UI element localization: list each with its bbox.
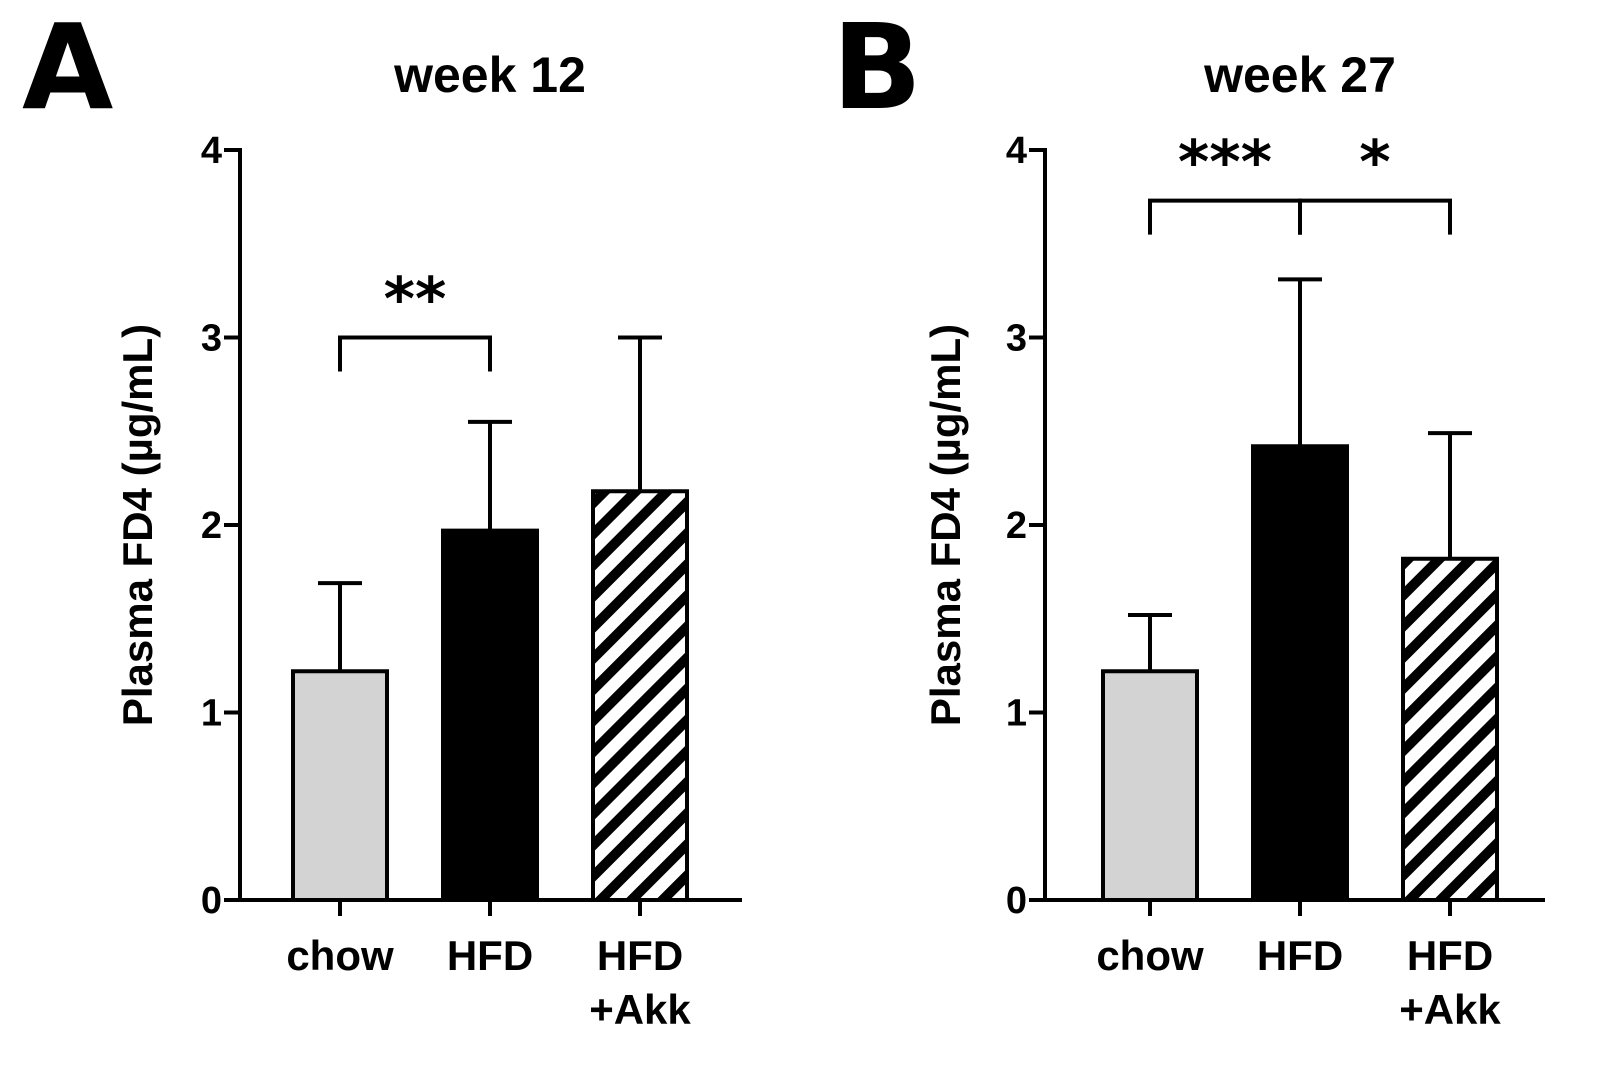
significance-bracket [1148, 198, 1302, 235]
y-tick-label: 1 [1006, 693, 1027, 735]
x-tick-label: HFD [447, 932, 533, 979]
significance-bracket [1298, 198, 1452, 235]
chart-title: week 27 [1203, 47, 1396, 103]
significance-label: *** [1178, 128, 1272, 198]
significance-bracket [338, 335, 492, 372]
x-tick-label: HFD [1257, 932, 1343, 979]
y-tick-label: 3 [201, 318, 222, 360]
bar [291, 669, 389, 902]
significance-label: * [1359, 128, 1390, 198]
panel-letter: B [832, 0, 922, 136]
x-tick-label: +Akk [1399, 986, 1501, 1033]
y-axis-label: Plasma FD4 (µg/mL) [114, 324, 161, 726]
y-tick-label: 4 [1006, 130, 1027, 172]
x-tick-label: chow [1096, 932, 1204, 979]
y-tick-label: 3 [1006, 318, 1027, 360]
x-tick-label: chow [286, 932, 394, 979]
bar [1401, 556, 1499, 902]
y-tick-label: 0 [201, 880, 222, 922]
x-tick-label: +Akk [589, 986, 691, 1033]
chart-title: week 12 [393, 47, 586, 103]
panel-letter: A [22, 0, 113, 136]
y-tick-label: 4 [201, 130, 222, 172]
significance-label: ** [384, 265, 447, 335]
bar [1251, 444, 1349, 902]
y-tick-label: 2 [201, 505, 222, 547]
y-axis-label: Plasma FD4 (µg/mL) [922, 324, 969, 726]
y-tick-label: 0 [1006, 880, 1027, 922]
bar [1101, 669, 1199, 902]
bar [441, 528, 539, 902]
x-tick-label: HFD [597, 932, 683, 979]
x-tick-label: HFD [1407, 932, 1493, 979]
y-tick-label: 1 [201, 693, 222, 735]
bar [591, 489, 689, 902]
y-tick-label: 2 [1006, 505, 1027, 547]
